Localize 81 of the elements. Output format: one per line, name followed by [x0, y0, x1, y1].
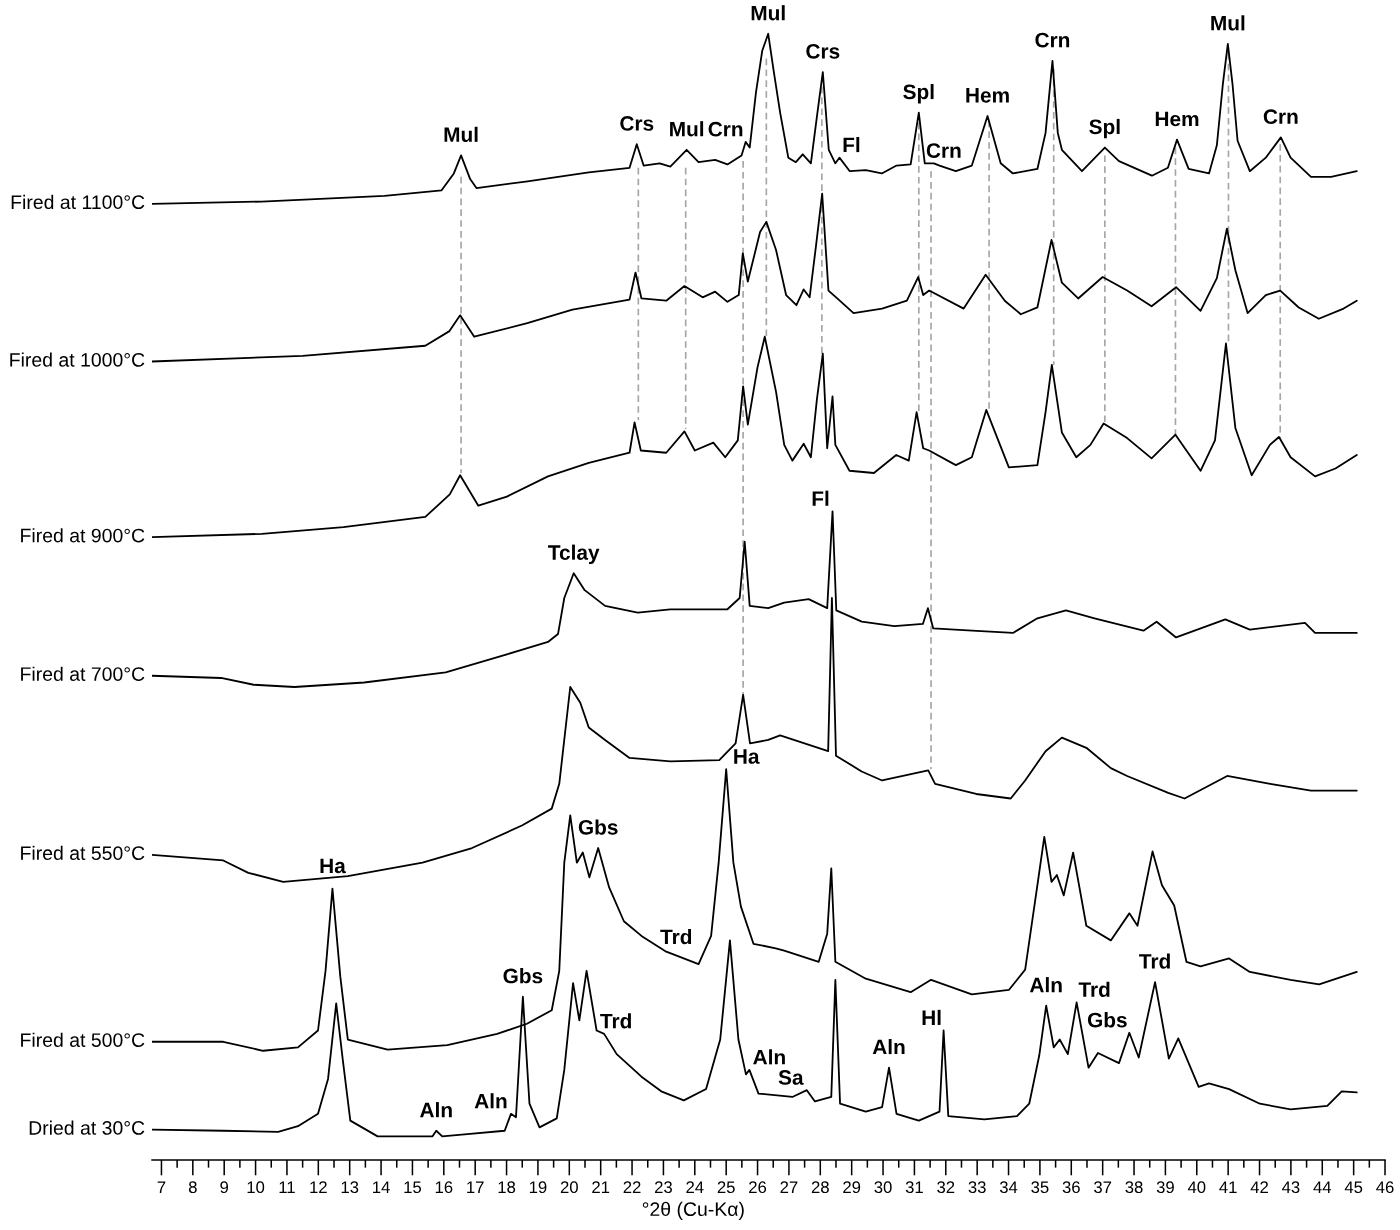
annotation: Crn	[926, 143, 961, 158]
x-tick-label: 7	[157, 1181, 166, 1193]
x-tick-label: 9	[220, 1181, 229, 1194]
annotation: Hem	[966, 88, 1009, 103]
x-tick-label: 33	[968, 1181, 986, 1194]
annotation: Aln	[420, 1102, 452, 1118]
series-label: Dried at 30°C	[29, 1120, 145, 1135]
series-label: Fired at 550°C	[21, 845, 145, 861]
x-tick-label: 36	[1062, 1181, 1080, 1194]
series-label: Fired at 700°C	[21, 666, 145, 681]
x-tick-label: 31	[905, 1181, 923, 1194]
x-tick-label: 28	[811, 1181, 829, 1194]
x-tick-label: 18	[498, 1181, 516, 1194]
series-label: Fired at 500°C	[21, 1032, 145, 1047]
x-tick-label: 45	[1344, 1181, 1363, 1194]
annotation: Hl	[922, 1009, 941, 1025]
x-tick-label: 13	[341, 1181, 359, 1194]
x-tick-label: 12	[310, 1181, 327, 1193]
annotation: Spl	[903, 83, 934, 104]
annotation: Fl	[812, 490, 829, 506]
annotation: Mul	[670, 121, 704, 137]
annotation: Crs	[620, 116, 654, 131]
x-tick-label: 41	[1219, 1181, 1237, 1193]
x-tick-label: 39	[1156, 1181, 1174, 1194]
x-tick-label: 8	[188, 1181, 197, 1194]
x-tick-label: 27	[780, 1181, 798, 1193]
annotation: Sa	[778, 1070, 804, 1085]
x-tick-label: 35	[1031, 1181, 1049, 1194]
series-label: Fired at 1000°C	[10, 352, 145, 367]
annotation: Fl	[843, 137, 860, 153]
annotation: Crs	[806, 43, 840, 59]
x-tick-label: 29	[843, 1181, 861, 1194]
x-axis-title: °2θ (Cu-Kα)	[642, 1201, 744, 1220]
annotation: Aln	[474, 1093, 507, 1109]
x-tick-label: 37	[1094, 1181, 1112, 1194]
x-tick-label: 21	[592, 1181, 610, 1193]
annotation: Mul	[1211, 15, 1245, 31]
annotation: Trd	[1139, 953, 1170, 969]
annotation: Aln	[1029, 977, 1062, 993]
x-tick-label: 22	[623, 1181, 641, 1193]
x-tick-label: 16	[435, 1181, 453, 1194]
annotation: Aln	[753, 1049, 785, 1065]
annotation: Hem	[1155, 111, 1199, 127]
x-tick-label: 15	[404, 1181, 422, 1194]
x-tick-label: 17	[467, 1181, 484, 1193]
annotation: Mul	[751, 5, 785, 21]
annotation: Trd	[1078, 981, 1110, 997]
annotation: Ha	[734, 749, 760, 764]
annotation: Aln	[872, 1039, 905, 1055]
x-tick-label: 14	[373, 1181, 390, 1193]
annotation: Tclay	[548, 544, 600, 565]
x-tick-label: 44	[1313, 1181, 1332, 1193]
x-tick-label: 24	[686, 1181, 704, 1193]
annotation: Crn	[1035, 32, 1070, 48]
series-label: Fired at 1100°C	[11, 194, 145, 210]
x-tick-label: 25	[717, 1181, 735, 1194]
annotation: Crn	[1263, 109, 1298, 125]
x-tick-label: 10	[247, 1181, 265, 1194]
x-tick-label: 30	[874, 1181, 892, 1194]
x-tick-label: 38	[1125, 1181, 1143, 1194]
annotation: Gbs	[503, 968, 543, 984]
x-tick-label: 11	[279, 1181, 295, 1193]
annotation: Trd	[660, 929, 692, 945]
x-tick-label: 34	[999, 1181, 1018, 1194]
x-tick-label: 46	[1376, 1181, 1394, 1194]
x-tick-label: 43	[1282, 1181, 1300, 1194]
x-tick-label: 40	[1187, 1181, 1206, 1194]
annotation: Ha	[320, 858, 346, 874]
x-tick-label: 32	[937, 1181, 955, 1194]
x-tick-label: 20	[560, 1181, 578, 1194]
x-tick-label: 42	[1250, 1181, 1268, 1193]
annotation: Mul	[444, 126, 478, 143]
x-tick-label: 19	[529, 1181, 547, 1194]
annotation: Gbs	[578, 819, 618, 835]
annotation: Crn	[708, 121, 743, 137]
x-tick-label: 23	[655, 1181, 672, 1194]
x-tick-label: 26	[749, 1181, 767, 1194]
annotation: Trd	[600, 1013, 631, 1029]
series-label: Fired at 900°C	[21, 528, 145, 543]
annotation: Gbs	[1087, 1012, 1127, 1028]
annotation: Spl	[1089, 118, 1120, 139]
